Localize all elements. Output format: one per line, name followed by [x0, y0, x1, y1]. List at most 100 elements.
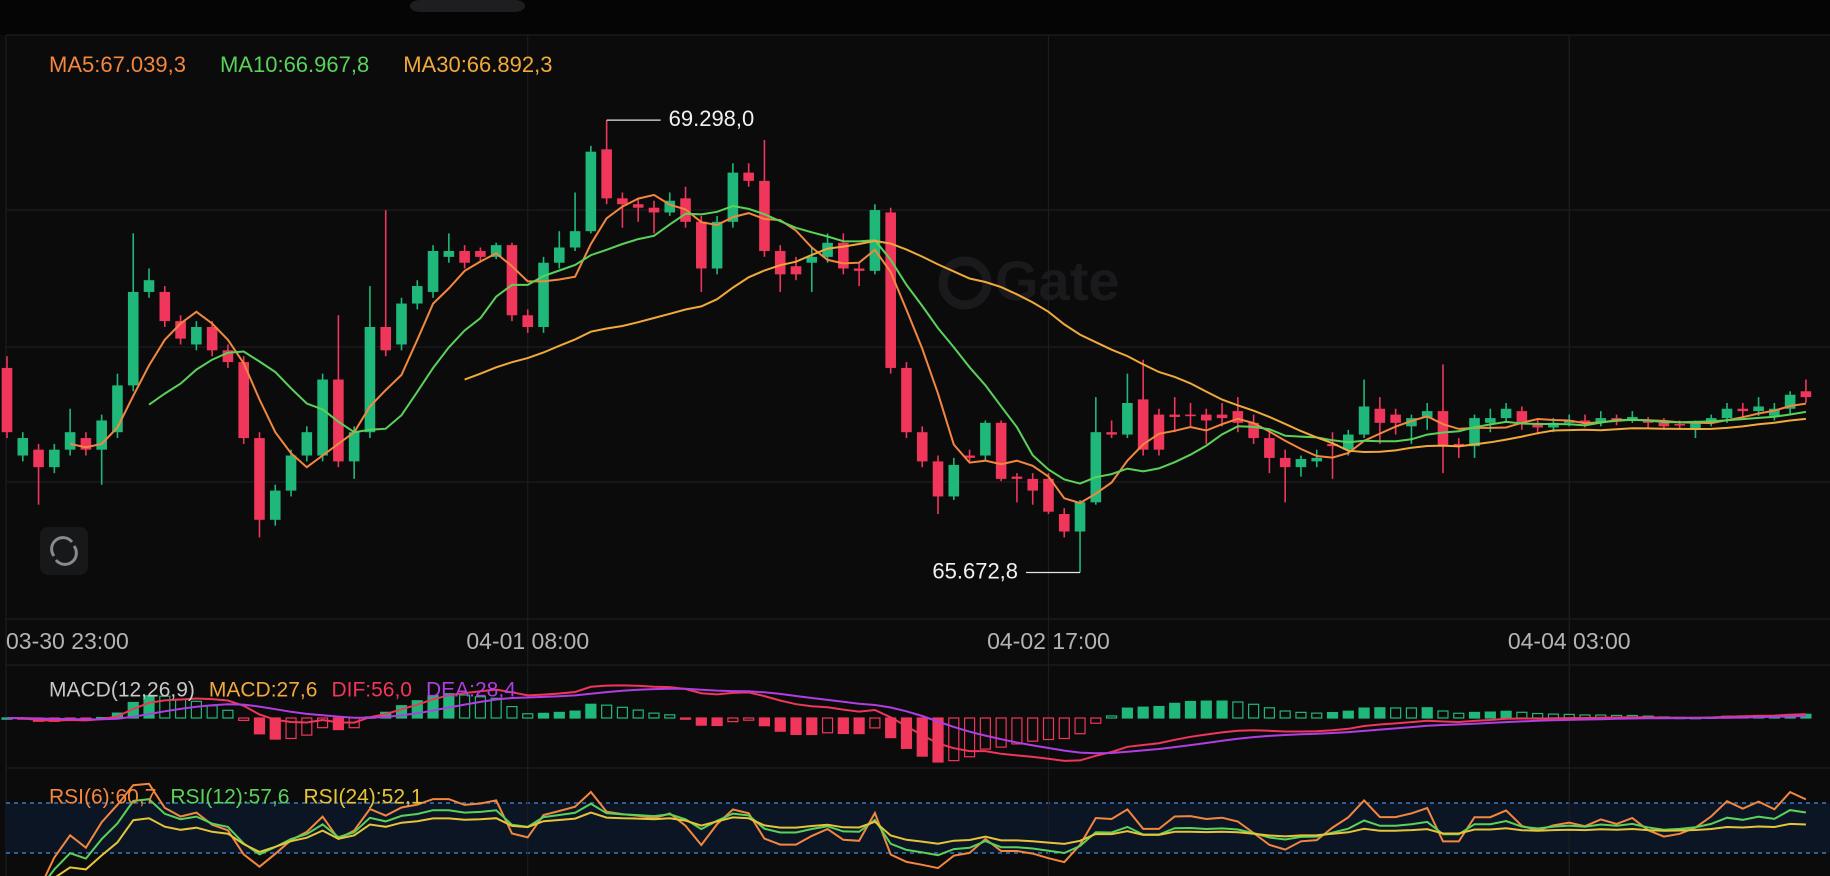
macd-bar	[490, 697, 502, 719]
vertical-grid	[527, 35, 1570, 876]
candle-body	[1753, 406, 1764, 412]
candle-body	[1674, 423, 1685, 426]
macd-bar	[1374, 707, 1386, 719]
macd-bar	[269, 717, 281, 740]
macd-bar	[585, 703, 597, 719]
macd-bar	[253, 717, 266, 735]
candle-body	[1737, 408, 1749, 412]
candle-body	[1264, 438, 1275, 458]
candle-body	[822, 242, 833, 257]
macd-bar	[1390, 707, 1402, 719]
macd-bar	[790, 717, 802, 735]
rsi-plot	[44, 782, 1807, 876]
x-tick-label: 03-30 23:00	[6, 628, 129, 654]
icon-button[interactable]	[40, 527, 88, 575]
candle-body	[1627, 416, 1638, 421]
candle-body	[1500, 408, 1512, 419]
macd-bar	[948, 717, 960, 762]
candle-body	[1721, 408, 1733, 419]
candle-body	[506, 245, 518, 316]
candle-body	[1358, 406, 1370, 435]
candle-body	[980, 422, 991, 456]
candle-body	[1200, 414, 1212, 421]
side-icon[interactable]	[40, 527, 88, 575]
candle-body	[1185, 414, 1196, 417]
macd-bar	[1216, 700, 1228, 719]
macd-bar	[1295, 711, 1307, 719]
candle-body	[1469, 418, 1480, 447]
candle-body	[964, 455, 975, 458]
rsi-line	[48, 798, 1807, 876]
macd-bar	[1326, 711, 1339, 719]
candle-body	[916, 432, 928, 462]
candle-body	[238, 362, 249, 439]
candle-body	[1027, 478, 1038, 491]
high-label: 69.298,0	[669, 106, 755, 131]
macd-bar	[1058, 717, 1070, 740]
macd-bar	[806, 717, 818, 736]
rsi-label: RSI(12):57,6	[170, 786, 289, 809]
macd-bar	[1484, 711, 1496, 719]
candle-body	[285, 455, 297, 491]
macd-bar	[1153, 705, 1165, 719]
candle-body	[1658, 422, 1670, 427]
candle-body	[317, 379, 328, 456]
macd-bar	[1421, 707, 1433, 719]
legend-item: MA5:67.039,3	[49, 52, 186, 77]
macd-bar	[1358, 707, 1370, 719]
rsi-line	[44, 782, 1807, 876]
candle-body	[96, 420, 107, 450]
macd-bar	[695, 717, 707, 726]
macd-bar	[143, 695, 155, 719]
candle-body	[743, 172, 754, 181]
macd-bar	[1074, 717, 1086, 735]
candle-body	[427, 251, 439, 292]
rsi-label: RSI(6):60,7	[49, 786, 156, 809]
macd-line	[6, 684, 1806, 762]
watermark-text: Gate	[995, 249, 1120, 312]
macd-label: DEA:28,4	[426, 679, 516, 702]
candle-body	[191, 327, 202, 345]
candle-body	[1169, 414, 1181, 417]
candle-body	[838, 242, 849, 269]
rsi-label: RSI(24):52,1	[303, 786, 422, 809]
low-label: 65.672,8	[932, 558, 1018, 583]
candle-body	[601, 149, 612, 199]
candle-body	[222, 350, 234, 363]
candle-body	[206, 327, 218, 351]
ma-line	[148, 204, 1807, 485]
macd-bar	[1342, 710, 1354, 719]
candle-body	[443, 251, 455, 257]
candle-body	[1800, 391, 1812, 398]
candle-body	[901, 367, 912, 433]
candle-body	[49, 449, 60, 468]
candle-body	[1153, 414, 1165, 450]
macd-label: MACD:27,6	[209, 679, 318, 702]
candle-body	[64, 432, 76, 450]
macd-bar	[1169, 702, 1181, 719]
macd-bar	[1263, 707, 1276, 719]
candle-body	[1248, 422, 1259, 439]
labels: 03-30 23:00 04-01 08:00 04-02 17:00 04-04 0…	[6, 52, 1631, 809]
candle-body	[1548, 422, 1559, 428]
candle-body	[995, 422, 1007, 479]
macd-bar	[301, 717, 313, 736]
macd-bar	[869, 717, 881, 729]
candle-body	[774, 251, 786, 275]
macd-bar	[159, 695, 171, 719]
x-tick-label: 04-02 17:00	[987, 628, 1110, 654]
macd-bar	[1453, 712, 1465, 719]
macd-bar	[900, 717, 913, 749]
macd-bar	[664, 714, 676, 719]
macd-bar	[474, 696, 486, 719]
candle-body	[1374, 408, 1386, 423]
macd-bar	[1248, 703, 1260, 719]
macd-bar	[1184, 700, 1197, 719]
macd-bar	[601, 704, 613, 719]
candle-body	[711, 221, 723, 269]
candle-body	[727, 172, 739, 222]
price-plot	[1, 120, 1812, 573]
candle-body	[1769, 408, 1780, 416]
